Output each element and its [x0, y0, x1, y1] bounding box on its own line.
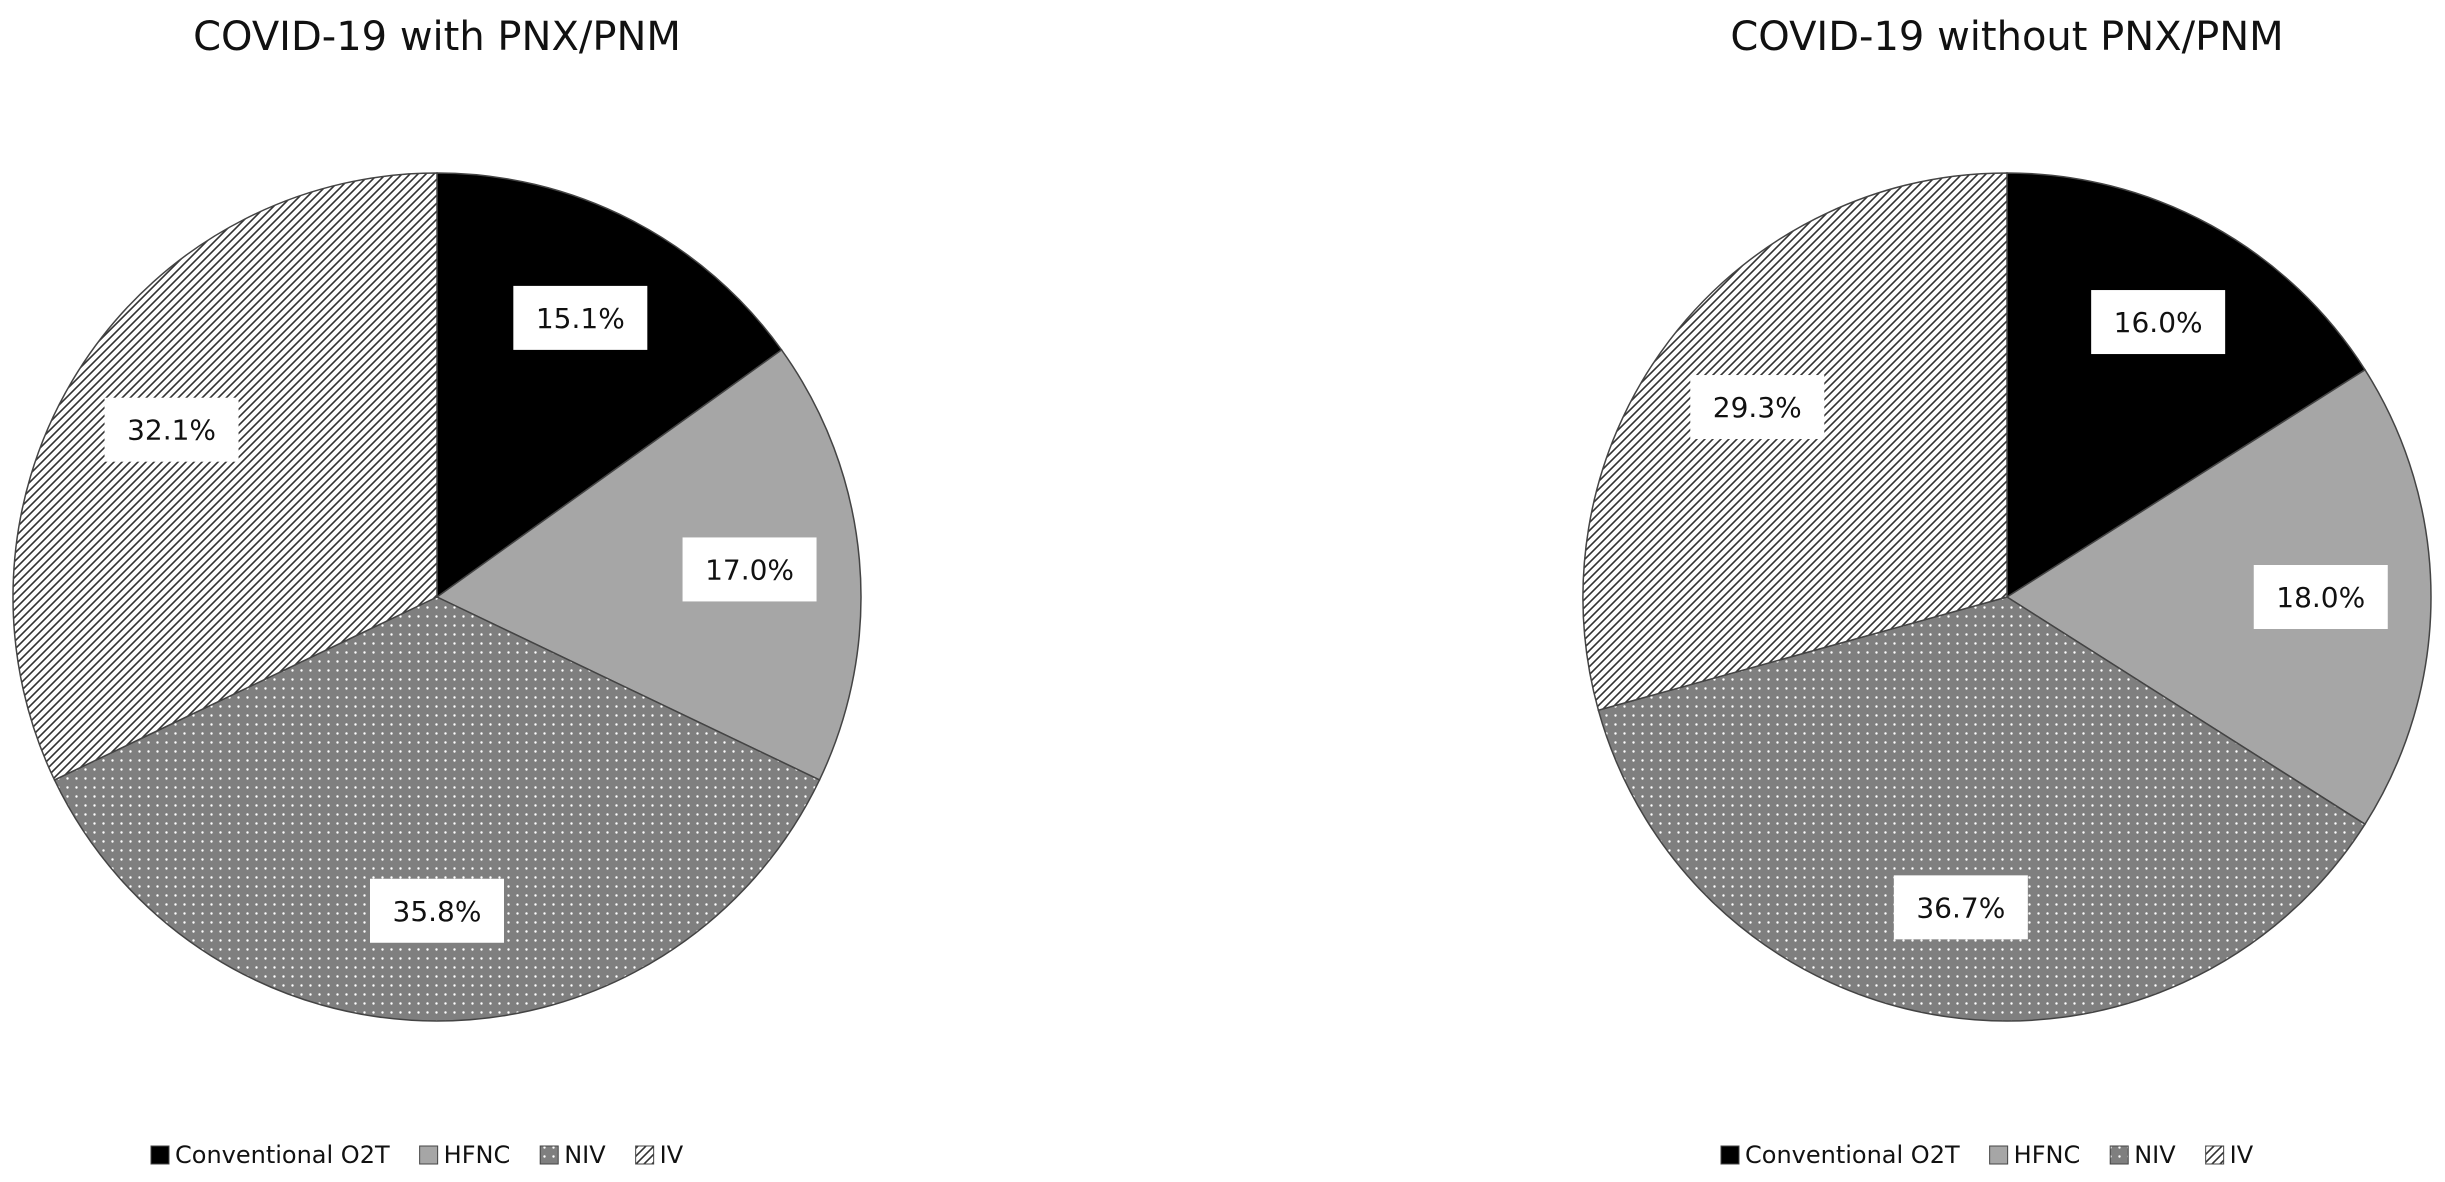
legend-label: IV [660, 1141, 684, 1169]
legend-label: IV [2230, 1141, 2254, 1169]
label-box [104, 397, 239, 462]
legend-label: Conventional O2T [1745, 1141, 1960, 1169]
legend-label: HFNC [444, 1141, 511, 1169]
data-label: 35.8% [393, 895, 482, 928]
pie-slice [2005, 368, 2432, 826]
data-label: 32.1% [127, 414, 216, 447]
legend-swatch [1720, 1145, 1740, 1165]
pie-slice [53, 596, 821, 1022]
label-box [682, 537, 817, 602]
chart-title: COVID-19 without PNX/PNM [1730, 14, 2283, 60]
data-label: 17.0% [705, 553, 794, 586]
pie-slice [435, 348, 862, 781]
data-label: 18.0% [2276, 581, 2365, 614]
pie-slice [2006, 172, 2367, 599]
label-box [1893, 875, 2028, 940]
data-label: 16.0% [2114, 306, 2203, 339]
legend-swatch [635, 1145, 655, 1165]
data-label: 29.3% [1713, 391, 1802, 424]
legend-swatch [2205, 1145, 2225, 1165]
chart-title: COVID-19 with PNX/PNM [193, 14, 681, 60]
legend-swatch [1989, 1145, 2009, 1165]
label-box [2091, 290, 2226, 355]
label-box [513, 285, 648, 350]
legend-swatch [150, 1145, 170, 1165]
pie-slice [436, 172, 783, 599]
label-box [2253, 565, 2388, 629]
legend-label: HFNC [2014, 1141, 2081, 1169]
data-label: 15.1% [536, 302, 625, 335]
legend-swatch [2109, 1145, 2129, 1165]
pie-slice [1597, 596, 2367, 1022]
legend-label: NIV [2134, 1141, 2176, 1169]
data-label: 36.7% [1916, 891, 2005, 924]
legend-swatch [419, 1145, 439, 1165]
legend-label: Conventional O2T [175, 1141, 390, 1169]
pie-slice [12, 172, 438, 781]
legend-label: NIV [564, 1141, 606, 1169]
pie-slice [1582, 172, 2008, 712]
legend-swatch [539, 1145, 559, 1165]
label-box [1690, 375, 1825, 440]
label-box [370, 878, 504, 943]
